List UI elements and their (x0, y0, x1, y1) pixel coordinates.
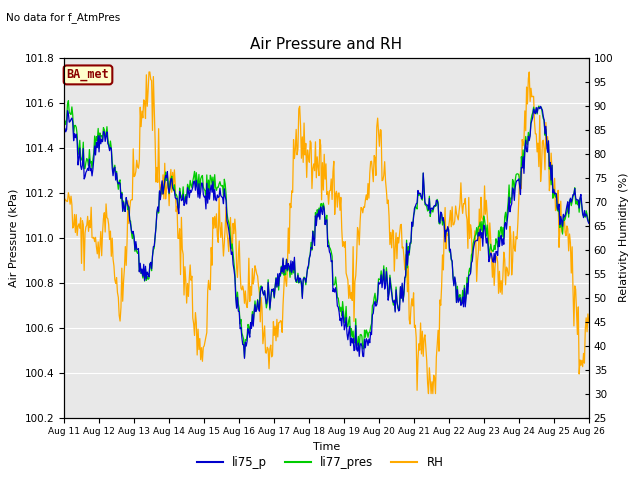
Text: BA_met: BA_met (67, 68, 109, 82)
X-axis label: Time: Time (313, 442, 340, 452)
Y-axis label: Relativity Humidity (%): Relativity Humidity (%) (619, 173, 629, 302)
Text: No data for f_AtmPres: No data for f_AtmPres (6, 12, 121, 23)
Title: Air Pressure and RH: Air Pressure and RH (250, 37, 403, 52)
Legend: li75_p, li77_pres, RH: li75_p, li77_pres, RH (192, 452, 448, 474)
Y-axis label: Air Pressure (kPa): Air Pressure (kPa) (9, 189, 19, 287)
